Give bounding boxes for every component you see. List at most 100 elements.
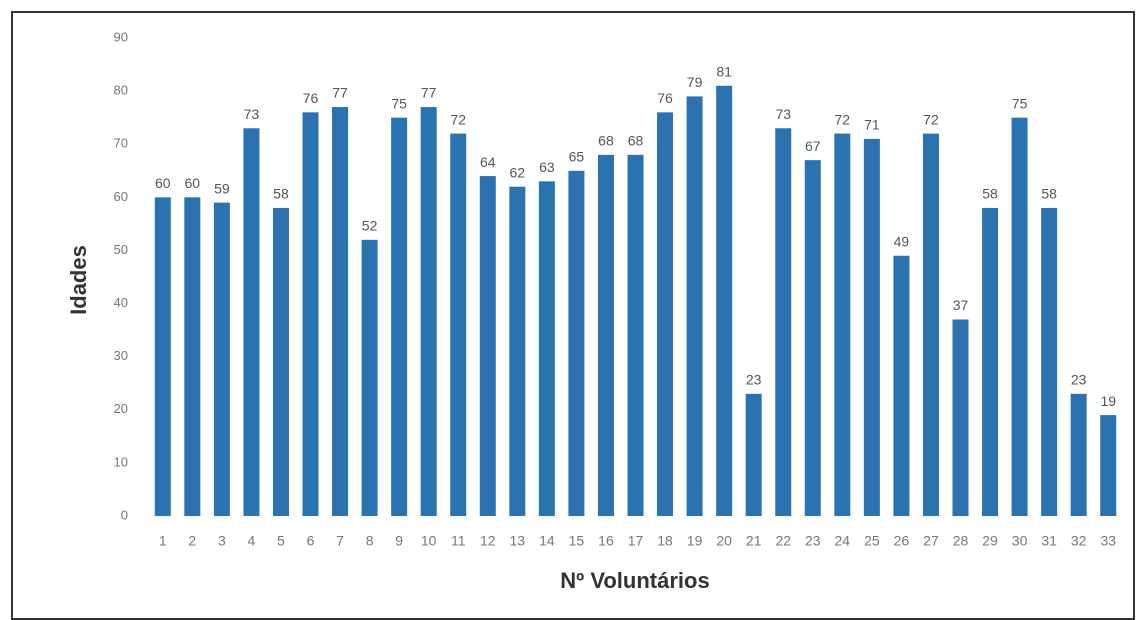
- y-tick-label: 80: [114, 83, 128, 98]
- x-tick-label: 24: [835, 533, 851, 549]
- bar: [1011, 117, 1028, 517]
- data-label: 23: [746, 372, 762, 388]
- data-label: 37: [953, 297, 969, 313]
- bar: [420, 107, 437, 517]
- x-tick-label: 10: [421, 533, 437, 549]
- data-label: 72: [835, 111, 851, 127]
- bar: [450, 133, 467, 516]
- data-label: 64: [480, 154, 496, 170]
- bar: [834, 133, 851, 516]
- data-label: 60: [155, 175, 171, 191]
- data-label: 72: [923, 111, 939, 127]
- bar: [745, 393, 762, 516]
- x-tick-label: 4: [248, 533, 256, 549]
- data-label: 58: [273, 186, 289, 202]
- x-tick-label: 26: [894, 533, 910, 549]
- data-label: 76: [657, 90, 673, 106]
- data-label: 72: [450, 111, 466, 127]
- data-label: 58: [982, 186, 998, 202]
- data-label: 75: [1012, 95, 1028, 111]
- data-label: 63: [539, 159, 555, 175]
- x-tick-label: 1: [159, 533, 167, 549]
- y-tick-label: 20: [114, 401, 128, 416]
- bar: [1041, 207, 1058, 516]
- data-label: 68: [628, 133, 644, 149]
- x-tick-label: 20: [716, 533, 732, 549]
- x-tick-label: 9: [395, 533, 403, 549]
- data-label: 81: [716, 64, 732, 80]
- bar: [686, 96, 703, 516]
- bar: [154, 197, 171, 517]
- x-tick-label: 11: [451, 533, 466, 549]
- bar: [922, 133, 939, 516]
- x-tick-label: 14: [539, 533, 555, 549]
- y-tick-label: 70: [114, 136, 128, 151]
- bar: [479, 176, 496, 517]
- y-tick-label: 10: [114, 454, 128, 469]
- data-label: 79: [687, 74, 703, 90]
- data-label: 59: [214, 180, 230, 196]
- data-label: 68: [598, 133, 614, 149]
- bar: [391, 117, 408, 517]
- y-tick-label: 40: [114, 295, 128, 310]
- data-label: 19: [1100, 393, 1116, 409]
- x-tick-label: 3: [218, 533, 226, 549]
- data-label: 71: [864, 117, 880, 133]
- x-tick-label: 13: [510, 533, 526, 549]
- data-label: 52: [362, 218, 378, 234]
- bar: [893, 255, 910, 516]
- data-label: 23: [1071, 372, 1087, 388]
- x-tick-label: 29: [982, 533, 998, 549]
- data-label: 73: [775, 106, 791, 122]
- x-tick-label: 6: [307, 533, 315, 549]
- bar: [332, 107, 349, 517]
- data-label: 77: [421, 85, 437, 101]
- x-tick-label: 25: [864, 533, 880, 549]
- data-label: 67: [805, 138, 821, 154]
- x-tick-label: 33: [1100, 533, 1116, 549]
- x-tick-label: 28: [953, 533, 969, 549]
- y-tick-label: 60: [114, 189, 128, 204]
- x-tick-label: 8: [366, 533, 374, 549]
- data-label: 60: [185, 175, 201, 191]
- x-tick-label: 23: [805, 533, 821, 549]
- x-tick-label: 7: [336, 533, 344, 549]
- x-tick-label: 21: [746, 533, 762, 549]
- bar: [272, 207, 289, 516]
- x-tick-label: 16: [598, 533, 614, 549]
- data-label: 77: [332, 85, 348, 101]
- bar: [302, 112, 319, 516]
- bar: [243, 128, 260, 517]
- bar: [597, 154, 614, 516]
- x-tick-label: 5: [277, 533, 285, 549]
- x-tick-label: 32: [1071, 533, 1087, 549]
- x-axis-label: Nº Voluntários: [560, 568, 709, 593]
- data-label: 75: [391, 95, 407, 111]
- y-tick-label: 90: [114, 29, 128, 44]
- y-axis-label: Idades: [66, 245, 91, 315]
- y-tick-label: 30: [114, 348, 128, 363]
- x-tick-label: 19: [687, 533, 703, 549]
- data-label: 76: [303, 90, 319, 106]
- x-tick-label: 31: [1041, 533, 1057, 549]
- bar: [775, 128, 792, 517]
- bar: [538, 181, 555, 516]
- bar: [657, 112, 674, 516]
- bar: [361, 239, 378, 517]
- y-tick-label: 0: [121, 507, 128, 522]
- bar: [863, 138, 880, 516]
- x-tick-label: 12: [480, 533, 496, 549]
- x-tick-label: 30: [1012, 533, 1028, 549]
- bar: [568, 170, 585, 516]
- bar: [1070, 393, 1087, 516]
- bar: [982, 207, 999, 516]
- bar: [804, 160, 821, 516]
- bar: [1100, 415, 1117, 516]
- x-tick-label: 15: [569, 533, 585, 549]
- data-label: 73: [244, 106, 260, 122]
- data-label: 65: [569, 148, 585, 164]
- x-tick-label: 27: [923, 533, 939, 549]
- x-tick-label: 2: [188, 533, 196, 549]
- bar: [184, 197, 201, 517]
